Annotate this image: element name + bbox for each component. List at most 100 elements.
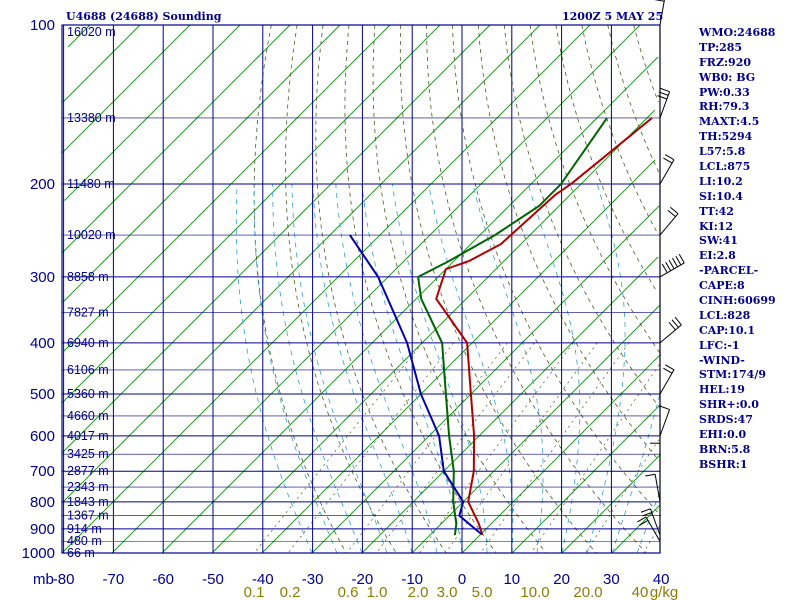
- temperature-tick-label: -80: [53, 571, 75, 588]
- pressure-unit-label: mb: [33, 571, 54, 588]
- temperature-tick-label: -40: [252, 571, 274, 588]
- mixing-ratio-label: 5.0: [472, 584, 493, 600]
- index-row: SHR+:0.0: [699, 398, 759, 412]
- dry-adiabat-line: [372, 24, 547, 554]
- height-label: 4017 m: [67, 429, 109, 443]
- index-row: SW:41: [699, 234, 738, 248]
- dry-adiabat-line: [633, 24, 659, 103]
- isotherm-line: [64, 24, 241, 201]
- pressure-label: 800: [30, 494, 55, 511]
- pressure-label: 700: [30, 463, 55, 480]
- isotherm-line: [62, 24, 491, 453]
- wind-barb-feather: [663, 367, 673, 374]
- index-row: -WIND-: [699, 353, 745, 367]
- wind-barb-feather: [675, 255, 682, 266]
- mixing-ratio-line: [480, 342, 630, 554]
- wind-barb-feather: [642, 512, 652, 517]
- wind-barb-feather: [667, 209, 676, 218]
- pressure-label: 900: [30, 521, 55, 538]
- temperature-tick-label: 30: [603, 571, 620, 588]
- mixing-ratio-label: 1.0: [367, 584, 388, 600]
- pressure-temperature-grid: [61, 24, 661, 554]
- dry-adiabat-line: [452, 24, 662, 516]
- index-row: CAPE:8: [699, 279, 745, 293]
- wind-barb: [654, 474, 661, 502]
- mixing-ratio-label: 0.6: [338, 584, 359, 600]
- height-label: 7827 m: [67, 305, 109, 319]
- moist-adiabat-line: [527, 183, 581, 554]
- dry-adiabat-line: [581, 24, 659, 236]
- wind-barb: [649, 508, 661, 536]
- index-row: TH:5294: [699, 130, 753, 144]
- mixing-ratio-label: 20.0: [573, 584, 602, 600]
- valid-time: 1200Z 5 MAY 25: [562, 10, 663, 23]
- height-label: 914 m: [67, 522, 102, 536]
- pressure-label: 300: [30, 269, 55, 286]
- wind-barb-feather: [672, 257, 678, 268]
- mixing-ratio-line: [585, 439, 660, 554]
- wind-barb-feather: [663, 157, 673, 164]
- wind-barb: [659, 369, 675, 395]
- height-label: 13380 m: [67, 111, 116, 125]
- isotherm-line: [211, 109, 656, 554]
- wind-barb: [659, 409, 671, 437]
- dry-adiabat-line: [529, 24, 662, 355]
- height-label: 11480 m: [67, 177, 115, 191]
- isotherm-line: [261, 159, 656, 554]
- index-row: BSHR:1: [699, 457, 748, 471]
- wind-barb-feather: [678, 254, 685, 264]
- index-row: HEL:19: [699, 383, 745, 397]
- index-row: SRDS:47: [699, 413, 753, 427]
- pressure-label: 400: [30, 335, 55, 352]
- wind-barb-feather: [661, 263, 668, 273]
- wind-barb: [659, 91, 671, 119]
- isotherm-line: [62, 24, 341, 303]
- mixing-ratio-label: 2.0: [408, 584, 429, 600]
- temperature-trace: [435, 117, 653, 536]
- pressure-label: 600: [30, 428, 55, 445]
- isotherm-line: [61, 24, 541, 504]
- index-row: -PARCEL-: [699, 264, 759, 278]
- temperature-tick-label: 20: [553, 571, 570, 588]
- dry-adiabat-line: [399, 24, 597, 554]
- wind-barb-feather: [665, 154, 675, 161]
- wind-barb: [659, 0, 665, 26]
- dry-adiabat-line: [426, 24, 647, 554]
- temperature-tick-label: -50: [202, 571, 224, 588]
- index-row: WMO:24688: [699, 26, 776, 39]
- height-label: 5360 m: [67, 387, 109, 401]
- mixing-ratio-label: 3.0: [437, 584, 458, 600]
- height-label: 6940 m: [67, 336, 109, 350]
- sounding-traces: [349, 117, 653, 536]
- height-label: 2343 m: [67, 480, 109, 494]
- temperature-tick-label: 0: [458, 571, 466, 588]
- wind-barb-feather: [670, 206, 679, 215]
- wind-barb-feather: [654, 0, 665, 2]
- isotherm-line: [361, 256, 659, 554]
- index-row: CAP:10.1: [699, 323, 756, 337]
- isotherm-line: [67, 24, 91, 48]
- moist-adiabat-line: [291, 183, 388, 554]
- moist-adiabat-line: [472, 183, 544, 554]
- moist-adiabat-line: [428, 183, 514, 554]
- moist-adiabat-line: [253, 183, 338, 554]
- wind-barb-feather: [660, 87, 670, 93]
- parcel-trace: [349, 234, 482, 535]
- temperature-tick-label: -30: [302, 571, 324, 588]
- mixing-ratio-label: 0.2: [280, 584, 301, 600]
- isotherm-line: [561, 453, 662, 554]
- mixing-ratio-label: 10.0: [520, 584, 549, 600]
- isotherm-line: [161, 56, 659, 554]
- wind-barb-feather: [660, 405, 670, 411]
- height-label: 6106 m: [67, 363, 109, 377]
- dry-adiabat-line: [315, 24, 447, 554]
- isotherm-line: [61, 24, 191, 154]
- station-title: U4688 (24688) Sounding: [66, 10, 222, 23]
- temperature-tick-label: -70: [103, 571, 125, 588]
- index-row: PW:0.33: [699, 85, 750, 99]
- index-row: LFC:-1: [699, 338, 740, 352]
- wind-barb: [659, 262, 685, 278]
- index-row: RH:79.3: [699, 100, 750, 114]
- height-label: 2877 m: [67, 464, 109, 478]
